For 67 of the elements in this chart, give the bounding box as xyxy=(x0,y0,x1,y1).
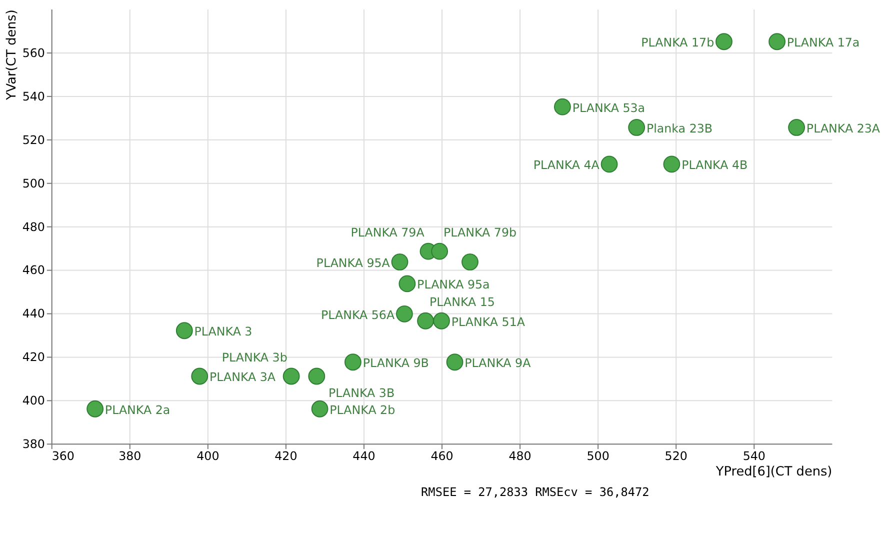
y-tick-label: 540 xyxy=(22,89,45,104)
x-axis-title: YPred[6](CT dens) xyxy=(714,464,832,480)
point xyxy=(462,254,478,270)
y-tick-label: 520 xyxy=(22,132,45,147)
point xyxy=(282,368,300,385)
data-label: PLANKA 3 xyxy=(194,324,252,339)
data-label: PLANKA 2a xyxy=(104,402,170,417)
point xyxy=(716,33,732,50)
x-tick-label: 440 xyxy=(352,448,376,463)
data-label: PLANKA 95a xyxy=(417,278,490,292)
x-tick-label: 360 xyxy=(52,448,74,463)
data-label: PLANKA 9B xyxy=(362,356,429,370)
point xyxy=(628,119,646,136)
y-tick-label: 420 xyxy=(22,350,45,364)
point xyxy=(311,400,328,418)
x-tick-label: 520 xyxy=(664,448,688,463)
x-tick-label: 420 xyxy=(274,448,298,463)
y-tick-label: 440 xyxy=(22,306,45,321)
data-label: PLANKA 4A xyxy=(533,158,600,172)
point xyxy=(433,312,450,330)
x-tick-label: 500 xyxy=(586,448,610,463)
y-tick-label: 500 xyxy=(22,176,45,190)
data-label: PLANKA 17a xyxy=(786,36,860,50)
data-label: PLANKA 56A xyxy=(320,308,395,322)
point xyxy=(86,400,104,418)
x-tick-label: 400 xyxy=(196,448,220,463)
data-label: PLANKA 95A xyxy=(316,256,390,270)
data-label: PLANKA 53a xyxy=(572,100,646,115)
point xyxy=(417,312,434,330)
x-tick-label: 480 xyxy=(508,448,532,463)
text: RMSEE = 27,2833 RMSEcv = 36,8472 xyxy=(421,484,650,499)
point xyxy=(176,322,193,340)
data-label: PLANKA 23A xyxy=(806,121,880,136)
data-label: PLANKA 9A xyxy=(464,356,531,370)
point xyxy=(554,98,571,116)
data-label: PLANKA 51A xyxy=(451,314,525,329)
y-tick-label: 380 xyxy=(22,437,45,452)
point xyxy=(396,305,413,322)
data-label: PLANKA 15 xyxy=(429,295,495,310)
point xyxy=(391,254,408,270)
y-tick-label: 560 xyxy=(22,46,45,60)
point xyxy=(344,354,362,371)
point xyxy=(308,368,326,385)
data-label: Planka 23B xyxy=(646,121,713,136)
point xyxy=(191,368,208,385)
y-tick-label: 480 xyxy=(22,220,45,234)
point xyxy=(600,156,618,173)
point xyxy=(431,242,448,260)
point xyxy=(663,156,680,173)
data-label: PLANKA 17b xyxy=(641,36,714,50)
x-tick-label: 380 xyxy=(118,448,142,463)
data-label: PLANKA 3A xyxy=(209,370,276,384)
y-tick-label: 460 xyxy=(22,263,45,278)
data-label: PLANKA 3b xyxy=(222,350,288,364)
x-tick-label: 460 xyxy=(430,448,454,463)
data-label: PLANKA 4B xyxy=(682,158,748,172)
data-label: PLANKA 79A xyxy=(350,226,424,240)
x-tick-label: 540 xyxy=(742,448,766,463)
data-label: PLANKA 79b xyxy=(444,226,517,240)
y-axis-title: YVar(CT dens) xyxy=(4,10,20,102)
y-tick-label: 400 xyxy=(22,394,45,408)
point xyxy=(768,33,786,50)
data-label: PLANKA 2b xyxy=(330,402,396,417)
point xyxy=(446,354,464,371)
data-label: PLANKA 3B xyxy=(328,386,395,400)
point xyxy=(398,275,416,292)
point xyxy=(788,119,806,136)
